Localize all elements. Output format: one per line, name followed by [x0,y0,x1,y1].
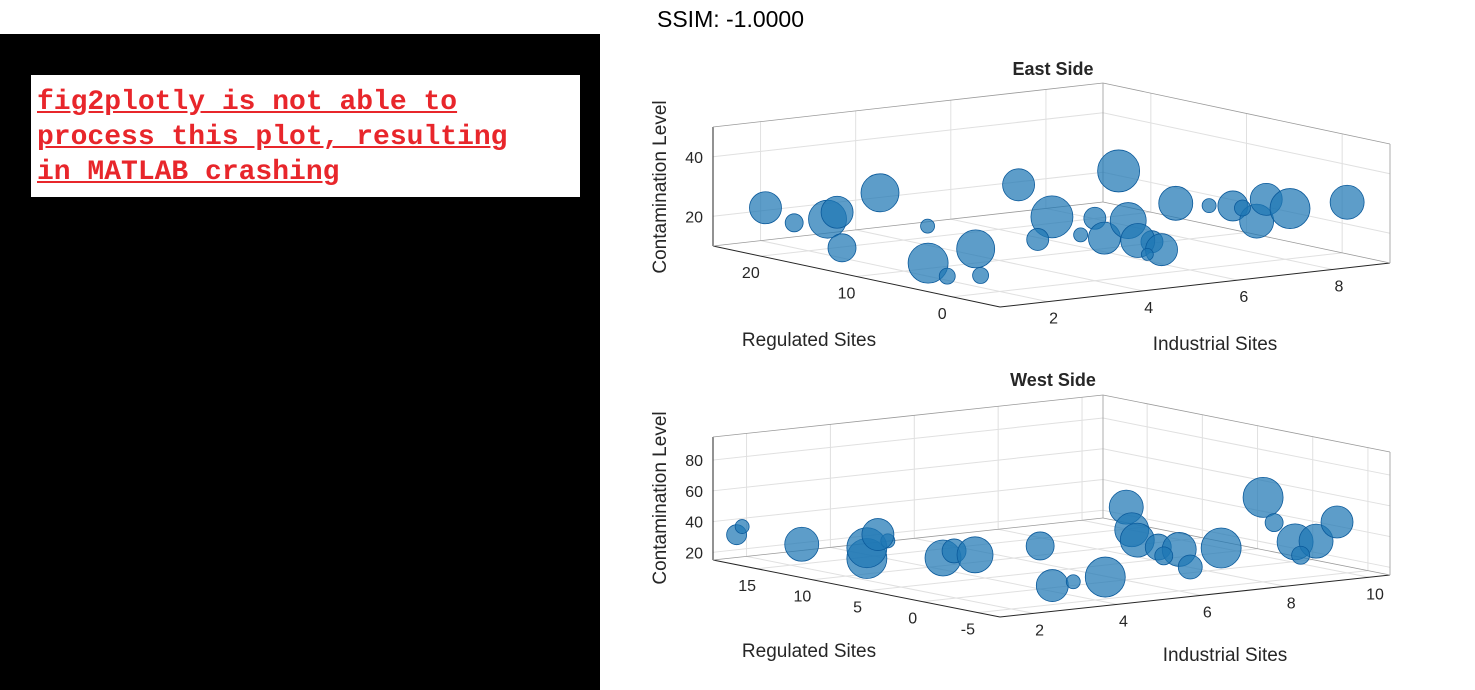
axis-edge [712,245,1001,308]
data-bubble [938,267,956,285]
gridline [746,555,1034,614]
ssim-label: SSIM: -1.0000 [657,6,805,32]
x-tick-label: 2 [1035,622,1044,639]
y-tick-label: 5 [853,600,862,617]
z-tick-label: 20 [685,545,703,562]
y-tick-label: 0 [938,306,947,323]
data-bubble [749,191,782,225]
chart-title: West Side [1010,370,1096,390]
x-tick-label: 6 [1239,289,1248,306]
x-tick-label: 4 [1119,613,1128,630]
data-bubble [784,526,820,562]
z-tick-label: 80 [685,453,703,470]
data-bubble [1073,227,1089,243]
data-bubble [1234,199,1251,217]
data-bubble [907,242,949,284]
gridline [712,448,1391,507]
z-axis-label: Contamination Level [650,100,671,273]
data-bubble [1291,545,1311,565]
axis-edge [1102,517,1391,576]
gridline [712,112,1391,175]
axis-edge [999,262,1391,308]
error-message-box: fig2plotly is not able to process this p… [31,75,580,197]
axis-edge [1102,82,1391,145]
z-tick-label: 20 [685,209,703,226]
data-bubble [1065,574,1081,590]
axis-edge [1102,394,1391,453]
data-bubble [972,267,989,284]
data-bubble [1201,198,1217,214]
data-bubble [734,519,750,534]
gridline [712,417,1391,476]
x-axis-label: Industrial Sites [1153,334,1278,355]
z-tick-label: 60 [685,484,703,501]
y-tick-label: 10 [838,286,856,303]
y-tick-label: -5 [961,622,975,639]
gridline [952,252,1343,298]
data-bubble [1030,195,1074,239]
x-tick-label: 4 [1144,300,1153,317]
z-tick-label: 40 [685,150,703,167]
data-bubble [784,213,804,233]
data-bubble [920,218,935,234]
x-tick-label: 8 [1334,278,1343,295]
y-axis-label: Regulated Sites [742,641,876,662]
data-bubble [1088,221,1121,255]
data-bubble [1264,513,1284,532]
y-tick-label: 10 [793,589,811,606]
data-bubble [1242,476,1284,518]
data-bubble [1329,184,1365,220]
data-bubble [1002,168,1035,202]
data-bubble [820,195,854,229]
data-bubble [827,233,857,263]
x-tick-label: 10 [1366,586,1384,603]
axis-edge [712,559,1001,618]
data-bubble [1035,569,1069,602]
y-axis-label: Regulated Sites [742,330,876,351]
data-bubble [861,518,895,551]
y-tick-label: 0 [908,611,917,628]
data-bubble [1200,527,1242,569]
data-bubble [1177,554,1203,580]
axis-edge [712,517,1104,561]
data-bubble [1025,531,1055,561]
data-bubble [1269,188,1311,229]
x-tick-label: 6 [1203,604,1212,621]
data-bubble [860,173,900,213]
data-bubble [1097,149,1141,193]
y-tick-label: 20 [742,265,760,282]
data-bubble [1084,556,1126,598]
data-bubble [956,229,996,269]
error-message: fig2plotly is not able to process this p… [37,87,508,188]
axis-edge [712,82,1104,128]
x-tick-label: 2 [1049,311,1058,328]
axis-edge [712,394,1104,438]
gridline [977,570,1368,614]
data-bubble [1158,185,1194,221]
data-bubble [1140,248,1154,261]
x-axis-label: Industrial Sites [1163,645,1288,666]
data-bubble [1320,505,1354,539]
chart-title: East Side [1012,59,1093,79]
axis-edge [999,574,1391,618]
data-bubble [1026,228,1050,251]
data-bubble [956,536,994,574]
data-bubble [1154,546,1174,566]
x-tick-label: 8 [1287,595,1296,612]
z-axis-label: Contamination Level [650,411,671,584]
z-tick-label: 40 [685,515,703,532]
y-tick-label: 15 [738,578,756,595]
